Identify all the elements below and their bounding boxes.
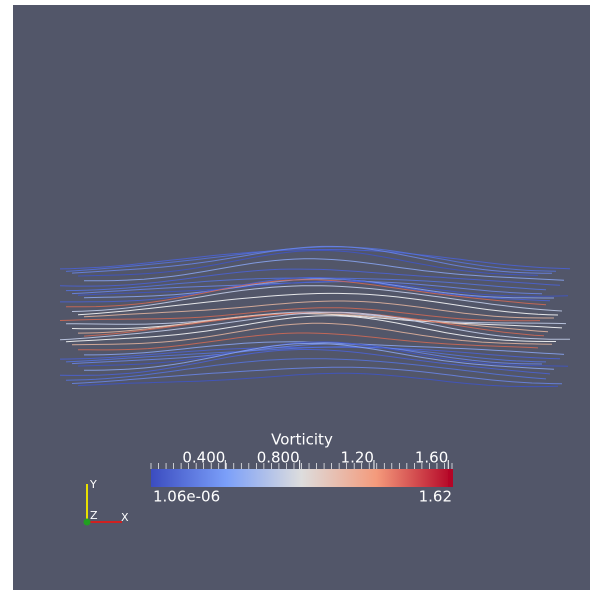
- tick-label: 1.60: [415, 449, 448, 467]
- legend-title: Vorticity: [271, 431, 333, 449]
- tick-label: 0.400: [182, 449, 225, 467]
- range-max-swatch: [448, 469, 453, 487]
- viewport: Vorticity 1.06e-06 1.62 0.400 0.800 1.20 1.…: [0, 0, 603, 594]
- tick-label: 0.800: [257, 449, 300, 467]
- tick-label: 1.20: [341, 449, 374, 467]
- z-axis-label: Z: [90, 509, 98, 522]
- color-bar: [151, 469, 452, 487]
- y-axis-label: Y: [89, 478, 97, 491]
- range-max-label: 1.62: [419, 488, 452, 506]
- x-axis-label: X: [121, 511, 129, 524]
- range-min-label: 1.06e-06: [153, 488, 220, 506]
